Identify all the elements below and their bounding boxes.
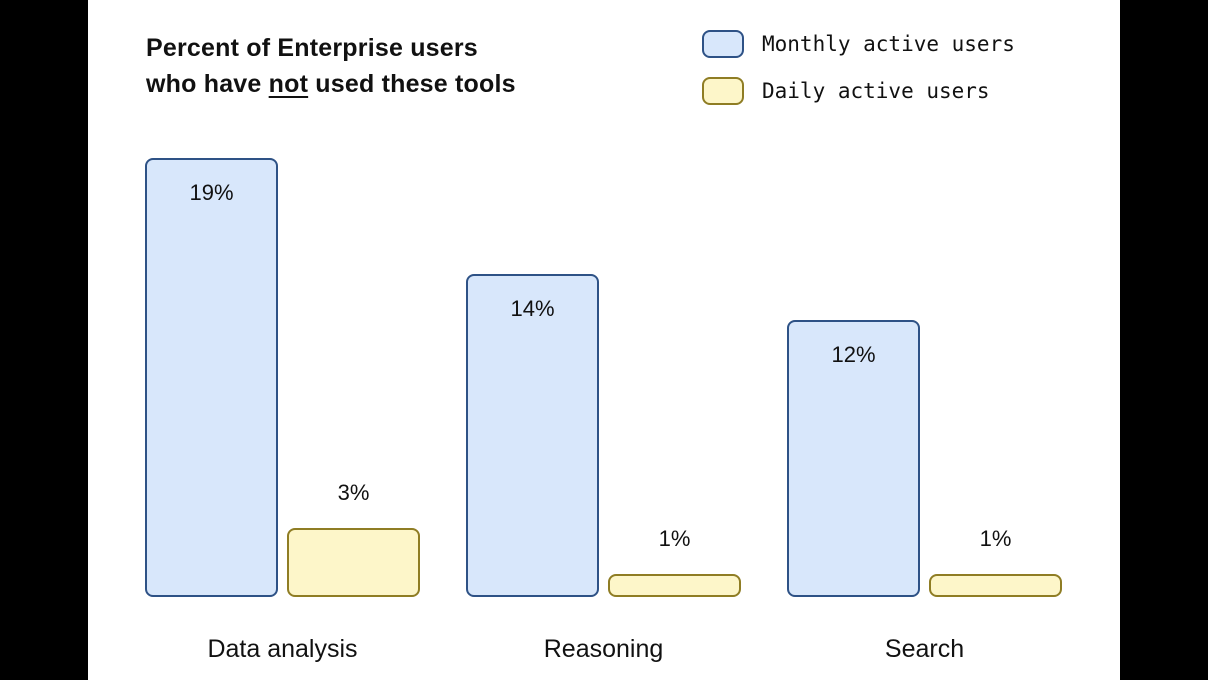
bar-monthly-reasoning: 14%: [466, 274, 599, 597]
legend-item-daily: Daily active users: [702, 77, 1015, 105]
legend-label-daily: Daily active users: [762, 79, 990, 103]
legend: Monthly active users Daily active users: [702, 30, 1015, 124]
bar-value-label: 3%: [337, 480, 370, 505]
chart-title: Percent of Enterprise users who have not…: [146, 30, 516, 102]
slide-canvas: Percent of Enterprise users who have not…: [88, 0, 1120, 680]
underlined-word: not: [268, 70, 309, 98]
letterbox-right: [1120, 0, 1208, 680]
category-label-search: Search: [884, 635, 965, 663]
bar-value-label: 1%: [658, 526, 691, 551]
bar-daily-reasoning: [608, 574, 741, 597]
letterbox-left: [0, 0, 88, 680]
category-label-reasoning: Reasoning: [543, 635, 664, 663]
category-label-data-analysis: Data analysis: [207, 635, 358, 663]
legend-item-monthly: Monthly active users: [702, 30, 1015, 58]
bar-daily-search: [929, 574, 1062, 597]
bar-value-label: 19%: [189, 180, 234, 205]
bar-value-label: 14%: [510, 296, 555, 321]
bar-value-label: 1%: [979, 526, 1012, 551]
bar-monthly-data-analysis: 19%: [145, 158, 278, 597]
bar-value-label: 12%: [831, 342, 876, 367]
bar-monthly-search: 12%: [787, 320, 920, 597]
bar-daily-data-analysis: [287, 528, 420, 597]
chart-title-line1: Percent of Enterprise users: [146, 34, 478, 62]
bar-chart: 19% 3% Data analysis 14% 1% Reasoning 12% 1% Sea…: [145, 150, 1155, 680]
legend-swatch-daily: [702, 77, 744, 105]
chart-title-line2: who have not used these tools: [146, 70, 516, 98]
legend-swatch-monthly: [702, 30, 744, 58]
legend-label-monthly: Monthly active users: [762, 32, 1015, 56]
